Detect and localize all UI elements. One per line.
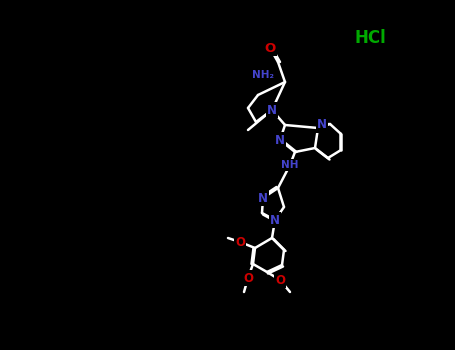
Text: N: N: [270, 214, 280, 226]
Text: O: O: [264, 42, 276, 55]
Text: O: O: [235, 236, 245, 248]
Text: NH: NH: [281, 160, 299, 170]
Text: N: N: [258, 191, 268, 204]
Text: N: N: [267, 104, 277, 117]
Text: O: O: [275, 273, 285, 287]
Text: N: N: [317, 119, 327, 132]
Text: N: N: [275, 133, 285, 147]
Text: O: O: [243, 272, 253, 285]
Text: HCl: HCl: [355, 29, 387, 47]
Text: NH₂: NH₂: [252, 70, 274, 80]
